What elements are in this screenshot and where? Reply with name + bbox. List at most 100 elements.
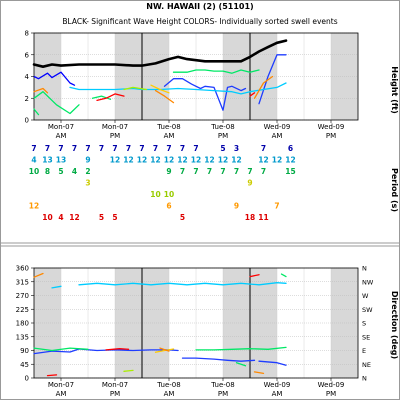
period-value: 7 (234, 167, 239, 176)
period-value: 3 (85, 179, 90, 188)
series-line (154, 89, 175, 104)
y-tick-label: 4 (25, 73, 30, 81)
period-value: 5 (58, 167, 63, 176)
x-tick-label: Wed-09 (318, 381, 345, 389)
period-value: 12 (150, 156, 160, 165)
series-line (163, 78, 247, 111)
period-value: 7 (220, 167, 225, 176)
x-tick-sublabel: PM (218, 390, 228, 398)
period-value: 5 (220, 144, 225, 153)
x-tick-sublabel: PM (110, 390, 120, 398)
series-line (154, 348, 175, 353)
period-value: 5 (99, 213, 104, 222)
period-value: 9 (247, 179, 252, 188)
x-tick-sublabel: AM (272, 390, 283, 398)
period-value: 12 (218, 156, 228, 165)
period-value: 7 (99, 144, 104, 153)
x-tick-label: Tue-08 (156, 381, 180, 389)
series-line (123, 369, 134, 372)
y-tick-label: 6 (25, 51, 30, 59)
x-tick-sublabel: AM (56, 390, 67, 398)
series-line (69, 82, 287, 95)
period-axis-label: Period (s) (390, 168, 399, 212)
y-tick-label: 8 (25, 30, 29, 38)
period-value: 13 (56, 156, 66, 165)
period-value: 9 (234, 202, 239, 211)
x-tick-sublabel: AM (272, 132, 283, 140)
series-line (33, 91, 80, 115)
series-line (150, 84, 170, 94)
wave-height-plot: 0 2 4 6 8 (25, 30, 359, 125)
series-line (33, 71, 76, 86)
direction-x-axis: Mon-07AMMon-07PMTue-08AMTue-08PMWed-09AM… (48, 378, 344, 398)
period-value: 7 (193, 167, 198, 176)
chart-subtitle: BLACK- Significant Wave Height COLORS- I… (62, 17, 337, 26)
period-value: 7 (274, 202, 279, 211)
period-value: 7 (261, 144, 266, 153)
y-tick-label: 135 (16, 333, 29, 341)
x-tick-sublabel: PM (218, 132, 228, 140)
period-value: 2 (85, 167, 90, 176)
period-value: 12 (177, 156, 187, 165)
x-tick-label: Tue-08 (210, 381, 234, 389)
period-value: 7 (153, 144, 158, 153)
period-value: 5 (180, 213, 185, 222)
period-value: 7 (166, 144, 171, 153)
series-line (172, 69, 260, 74)
x-tick-sublabel: AM (164, 132, 175, 140)
period-value: 5 (112, 213, 117, 222)
chart-title: NW. HAWAII (2) (51101) (146, 2, 253, 11)
x-tick-label: Tue-08 (156, 123, 180, 131)
series-line (258, 360, 287, 366)
series-line (33, 87, 49, 94)
direction-axis-label: Direction (deg) (390, 291, 399, 359)
compass-label: SW (362, 306, 373, 314)
y-tick-label: 315 (16, 278, 29, 286)
period-value: 15 (285, 167, 295, 176)
period-value: 12 (164, 156, 174, 165)
direction-plot: 0 45 90 135 180 225 270 315 360 N NE E SE S SW W NW N (16, 265, 374, 383)
period-value: 12 (137, 156, 147, 165)
period-value: 7 (58, 144, 63, 153)
period-value: 18 (245, 213, 255, 222)
series-line (32, 39, 288, 68)
series-line (249, 274, 260, 278)
y-tick-label: 0 (25, 375, 29, 383)
series-line (249, 92, 256, 97)
period-value: 6 (288, 144, 293, 153)
y-tick-label: 45 (20, 361, 29, 369)
series-line (33, 272, 44, 278)
period-value: 12 (231, 156, 241, 165)
period-value: 12 (204, 156, 214, 165)
period-value: 10 (150, 190, 160, 199)
compass-label: W (362, 292, 369, 300)
compass-label: N (362, 375, 367, 383)
y-tick-label: 225 (16, 306, 29, 314)
x-tick-label: Wed-09 (264, 381, 291, 389)
period-value: 7 (45, 144, 50, 153)
compass-label: S (362, 320, 366, 328)
series-line (51, 285, 62, 289)
period-value: 7 (193, 144, 198, 153)
series-line (159, 347, 170, 352)
period-value: 7 (180, 144, 185, 153)
series-line (195, 346, 287, 351)
period-value: 9 (85, 156, 90, 165)
y-tick-label: 90 (20, 347, 29, 355)
x-tick-sublabel: AM (56, 132, 67, 140)
x-tick-sublabel: PM (326, 132, 336, 140)
series-line (46, 374, 58, 377)
compass-label: E (362, 347, 366, 355)
period-value: 7 (139, 144, 144, 153)
x-tick-sublabel: PM (326, 390, 336, 398)
period-value: 12 (191, 156, 201, 165)
x-tick-sublabel: AM (164, 390, 175, 398)
wave-height-x-axis: Mon-07AMMon-07PMTue-08AMTue-08PMWed-09AM… (48, 120, 344, 140)
x-tick-label: Tue-08 (210, 123, 234, 131)
y-tick-label: 180 (16, 320, 29, 328)
period-value: 4 (72, 167, 77, 176)
period-value: 6 (166, 202, 171, 211)
compass-label: SE (362, 333, 370, 341)
